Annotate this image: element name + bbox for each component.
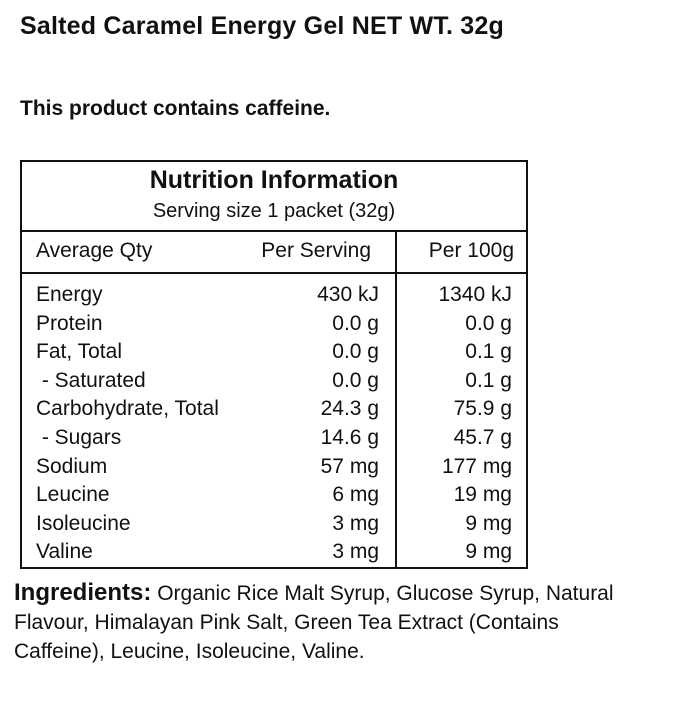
nutrient-name: Sodium [36, 454, 108, 478]
per-serving-value: 0.0 g [332, 368, 379, 392]
table-row: Energy 430 kJ 1340 kJ [22, 281, 526, 310]
per-100g-value: 0.1 g [465, 368, 512, 392]
nutrient-name: - Saturated [36, 368, 146, 392]
nutrient-name: Protein [36, 311, 103, 335]
nutrition-panel-header: Nutrition Information Serving size 1 pac… [22, 162, 526, 232]
column-divider [395, 232, 397, 567]
per-100g-value: 9 mg [465, 511, 512, 535]
per-100g-value: 9 mg [465, 540, 512, 564]
nutrient-name: Isoleucine [36, 511, 131, 535]
per-serving-value: 24.3 g [320, 397, 379, 421]
table-row: Leucine 6 mg 19 mg [22, 481, 526, 510]
ingredients-label: Ingredients: [14, 579, 152, 606]
per-serving-value: 6 mg [332, 483, 379, 507]
table-row: Carbohydrate, Total 24.3 g 75.9 g [22, 395, 526, 424]
nutrient-name: Fat, Total [36, 340, 122, 364]
per-100g-value: 45.7 g [453, 425, 512, 449]
per-100g-value: 0.1 g [465, 340, 512, 364]
table-row: Fat, Total 0.0 g 0.1 g [22, 338, 526, 367]
nutrient-name: Leucine [36, 483, 110, 507]
per-serving-value: 57 mg [320, 454, 379, 478]
per-serving-value: 430 kJ [317, 283, 379, 306]
ingredients-block: Ingredients: Organic Rice Malt Syrup, Gl… [14, 578, 654, 666]
per-serving-value: 3 mg [332, 540, 379, 564]
per-100g-value: 1340 kJ [438, 283, 512, 306]
column-header-per-serving: Per Serving [261, 239, 371, 262]
table-row: - Sugars 14.6 g 45.7 g [22, 424, 526, 453]
table-row: Isoleucine 3 mg 9 mg [22, 510, 526, 539]
per-100g-value: 0.0 g [465, 311, 512, 335]
product-title: Salted Caramel Energy Gel NET WT. 32g [20, 12, 504, 40]
ingredients-text: Organic Rice Malt Syrup, Glucose Syrup, … [14, 582, 614, 663]
per-serving-value: 0.0 g [332, 340, 379, 364]
nutrition-rows: Energy 430 kJ 1340 kJ Protein 0.0 g 0.0 g Fa… [22, 281, 526, 567]
nutrient-name: Valine [36, 540, 93, 564]
per-100g-value: 19 mg [453, 483, 512, 507]
per-serving-value: 0.0 g [332, 311, 379, 335]
nutrient-name: Carbohydrate, Total [36, 397, 219, 421]
column-header-per-100g: Per 100g [428, 239, 514, 262]
per-100g-value: 177 mg [441, 454, 512, 478]
nutrient-name: - Sugars [36, 425, 122, 449]
table-row: Valine 3 mg 9 mg [22, 538, 526, 567]
table-row: Sodium 57 mg 177 mg [22, 453, 526, 482]
column-headers: Average Qty Per Serving Per 100g [22, 232, 526, 274]
per-100g-value: 75.9 g [453, 397, 512, 421]
table-row: - Saturated 0.0 g 0.1 g [22, 367, 526, 396]
nutrition-heading: Nutrition Information [149, 166, 399, 194]
column-header-qty: Average Qty [36, 239, 153, 262]
serving-size: Serving size 1 packet (32g) [152, 200, 396, 222]
per-serving-value: 14.6 g [320, 425, 379, 449]
nutrition-panel: Nutrition Information Serving size 1 pac… [20, 160, 528, 569]
nutrient-name: Energy [36, 283, 103, 306]
per-serving-value: 3 mg [332, 511, 379, 535]
table-row: Protein 0.0 g 0.0 g [22, 310, 526, 339]
caffeine-notice: This product contains caffeine. [20, 97, 331, 120]
